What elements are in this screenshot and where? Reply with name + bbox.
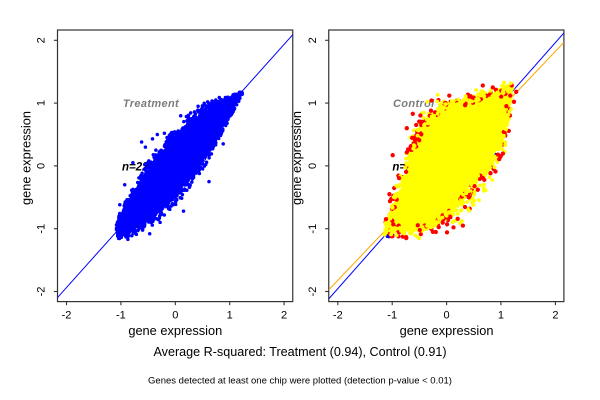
svg-text:-2: -2 — [62, 310, 72, 322]
svg-text:-1: -1 — [387, 310, 397, 322]
svg-text:2: 2 — [281, 310, 287, 322]
svg-text:gene expression: gene expression — [128, 323, 222, 338]
svg-text:1: 1 — [36, 100, 48, 106]
svg-text:Treatment: Treatment — [123, 98, 180, 110]
svg-text:Average R-squared: Treatment (: Average R-squared: Treatment (0.94), Con… — [153, 345, 446, 359]
svg-text:-1: -1 — [116, 310, 126, 322]
svg-text:2: 2 — [36, 37, 48, 43]
svg-text:gene expression: gene expression — [19, 111, 34, 205]
svg-text:2: 2 — [552, 310, 558, 322]
svg-text:1: 1 — [307, 100, 319, 106]
svg-text:gene expression: gene expression — [400, 323, 494, 338]
svg-text:2: 2 — [307, 37, 319, 43]
svg-text:gene expression: gene expression — [289, 111, 304, 205]
svg-text:-2: -2 — [333, 310, 343, 322]
svg-text:Control: Control — [393, 98, 435, 110]
svg-text:-2: -2 — [307, 287, 319, 297]
svg-text:1: 1 — [498, 310, 504, 322]
svg-text:-2: -2 — [36, 287, 48, 297]
svg-text:-1: -1 — [307, 224, 319, 234]
svg-text:1: 1 — [227, 310, 233, 322]
svg-text:0: 0 — [307, 163, 319, 169]
svg-text:Genes detected at least one ch: Genes detected at least one chip were pl… — [148, 375, 452, 386]
svg-text:0: 0 — [444, 310, 450, 322]
svg-text:0: 0 — [172, 310, 178, 322]
svg-text:-1: -1 — [36, 224, 48, 234]
svg-text:0: 0 — [36, 163, 48, 169]
